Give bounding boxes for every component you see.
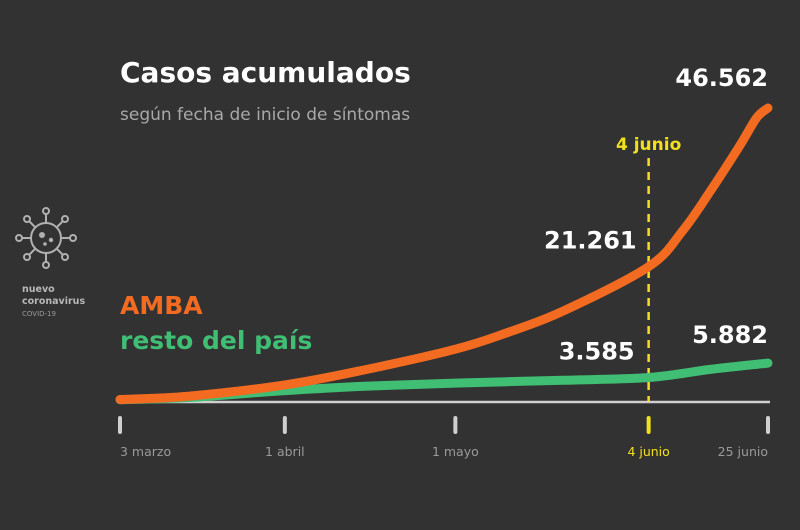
chart-subtitle: según fecha de inicio de síntomas [120,105,410,125]
badge-line-3: COVID-19 [22,310,56,318]
series-label-resto: resto del país [120,326,312,355]
x-tick-label-4: 25 junio [718,444,768,459]
badge-line-1: nuevo [22,284,55,295]
series-label-amba: AMBA [120,291,203,320]
series-line-0 [115,103,773,404]
x-tick-label-2: 1 mayo [432,444,479,459]
data-label-2: 3.585 [559,338,635,366]
marker-label: 4 junio [616,135,681,155]
coronavirus-icon [15,207,77,269]
x-tick-label-0: 3 marzo [120,444,171,459]
chart-title: Casos acumulados [120,56,411,89]
x-tick-label-3: 4 junio [627,444,669,459]
data-label-3: 5.882 [692,321,768,349]
data-label-0: 21.261 [544,227,637,255]
data-label-1: 46.562 [675,64,768,92]
badge-line-2: coronavirus [22,296,85,307]
x-tick-label-1: 1 abril [265,444,305,459]
